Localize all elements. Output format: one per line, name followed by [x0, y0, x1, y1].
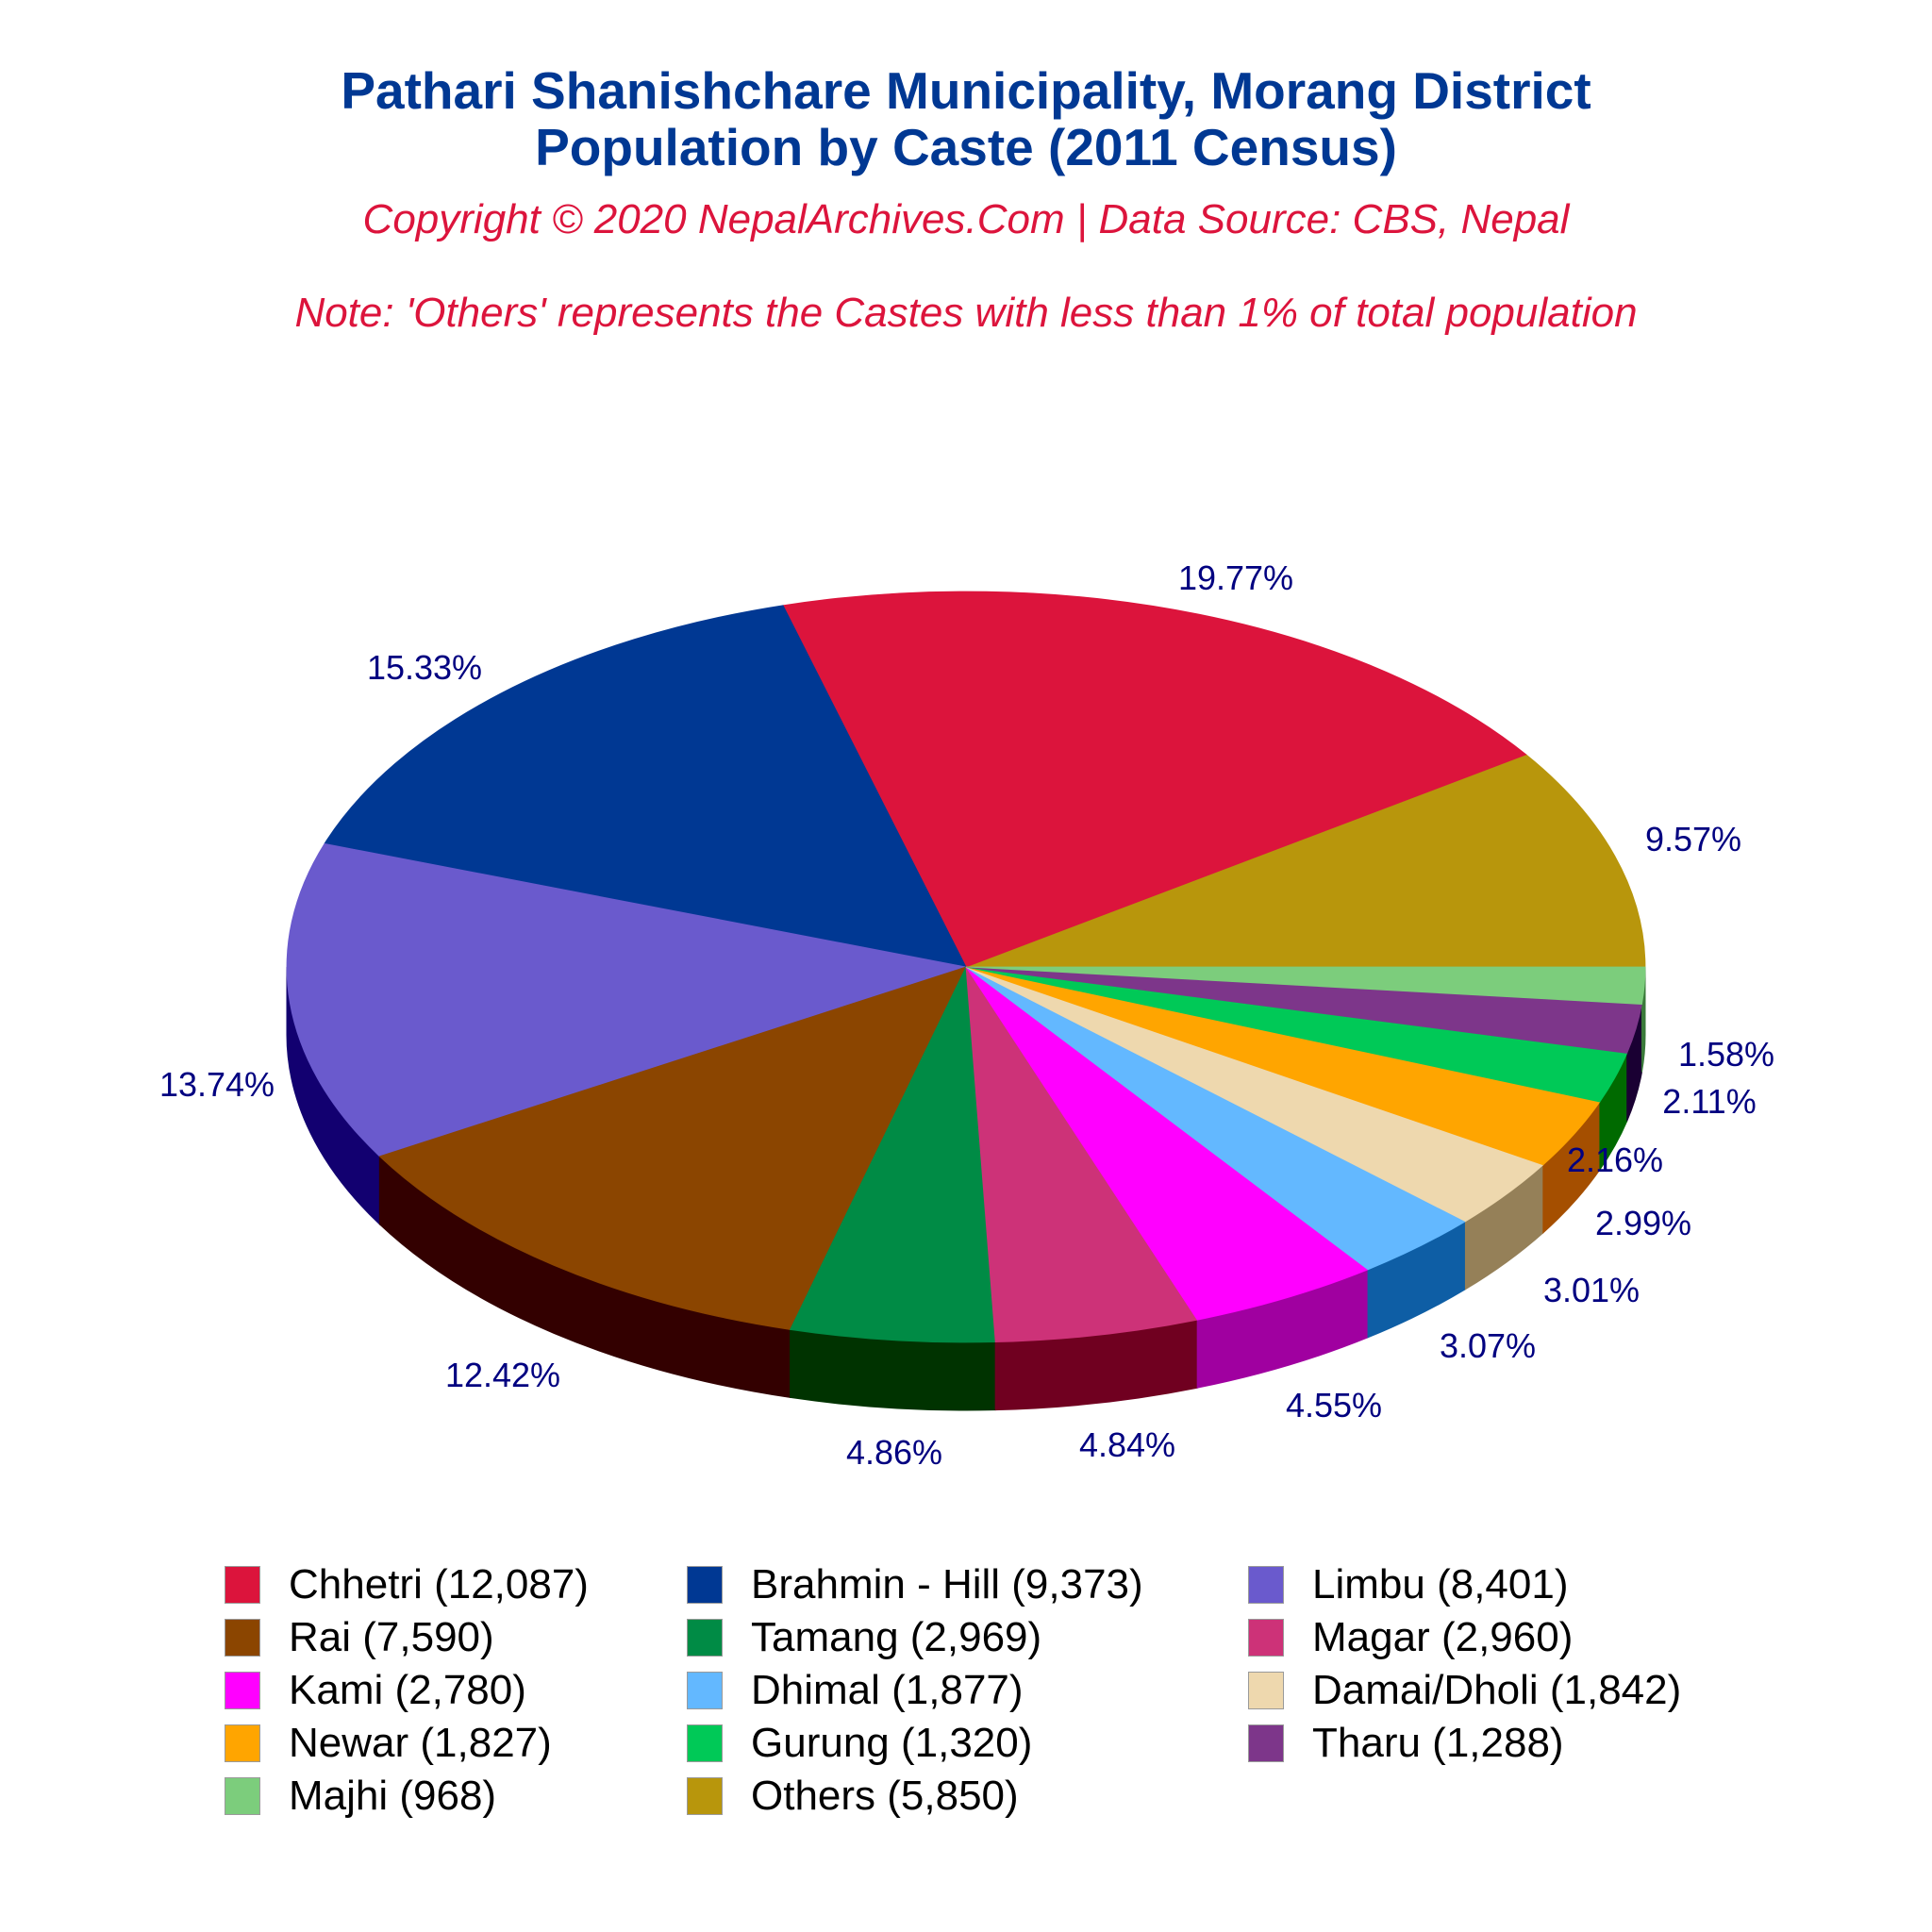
pie-slice-others [965, 754, 1646, 968]
legend-label: Rai (7,590) [289, 1614, 494, 1660]
legend-item: Damai/Dholi (1,842) [1248, 1664, 1681, 1717]
percentage-label: 4.86% [845, 1433, 943, 1472]
pie-slice-tamang [789, 965, 996, 1343]
legend-label: Others (5,850) [751, 1773, 1019, 1819]
legend-swatch-icon [687, 1566, 723, 1604]
pie-slice-rai [378, 966, 967, 1330]
legend-label: Brahmin - Hill (9,373) [751, 1561, 1143, 1607]
percentage-label: 12.42% [444, 1356, 561, 1394]
percentage-label: 3.01% [1542, 1271, 1641, 1309]
legend-item: Brahmin - Hill (9,373) [687, 1558, 1143, 1611]
legend-swatch-icon [687, 1777, 723, 1815]
percentage-label: 2.11% [1662, 1082, 1757, 1121]
legend-label: Chhetri (12,087) [289, 1561, 589, 1607]
legend-item: Others (5,850) [687, 1770, 1019, 1823]
legend-label: Tharu (1,288) [1312, 1720, 1564, 1766]
pie-slice-limbu [286, 842, 967, 1158]
percentage-label: 9.57% [1644, 820, 1742, 858]
legend-item: Newar (1,827) [225, 1717, 552, 1770]
legend-item: Tharu (1,288) [1248, 1717, 1564, 1770]
chart-title-line1: Pathari Shanishchare Municipality, Moran… [341, 61, 1591, 120]
pie-slice-majhi [965, 966, 1646, 1005]
legend-label: Magar (2,960) [1312, 1614, 1574, 1660]
legend-swatch-icon [1248, 1566, 1284, 1604]
chart-title-line2: Population by Caste (2011 Census) [535, 118, 1397, 176]
legend-swatch-icon [225, 1672, 260, 1709]
legend-item: Tamang (2,969) [687, 1611, 1041, 1664]
pie-slice-kami [965, 966, 1369, 1321]
legend-swatch-icon [225, 1619, 260, 1657]
pie-slice-chhetri [782, 591, 1527, 968]
percentage-label: 3.07% [1439, 1326, 1537, 1365]
note-text: Note: 'Others' represents the Castes wit… [294, 290, 1638, 336]
legend-item: Rai (7,590) [225, 1611, 494, 1664]
pie-top-faces [286, 591, 1646, 1343]
legend-item: Gurung (1,320) [687, 1717, 1032, 1770]
pie-slice-magar [965, 966, 1198, 1343]
legend-label: Kami (2,780) [289, 1667, 526, 1713]
legend-swatch-icon [687, 1619, 723, 1657]
legend-item: Chhetri (12,087) [225, 1558, 589, 1611]
percentage-label: 1.58% [1677, 1035, 1775, 1074]
pie-slice-brahmin-hill [324, 605, 967, 968]
legend-swatch-icon [225, 1566, 260, 1604]
legend-label: Tamang (2,969) [751, 1614, 1042, 1660]
legend-swatch-icon [687, 1672, 723, 1709]
legend-swatch-icon [1248, 1724, 1284, 1762]
percentage-label: 15.33% [366, 648, 483, 687]
legend-swatch-icon [1248, 1619, 1284, 1657]
percentage-label: 4.84% [1078, 1425, 1176, 1464]
legend-label: Limbu (8,401) [1312, 1561, 1569, 1607]
legend-item: Dhimal (1,877) [687, 1664, 1024, 1717]
legend-swatch-icon [225, 1724, 260, 1762]
percentage-label: 19.77% [1177, 558, 1294, 597]
legend-item: Magar (2,960) [1248, 1611, 1573, 1664]
legend-swatch-icon [1248, 1672, 1284, 1709]
percentage-label: 13.74% [158, 1065, 275, 1104]
legend-label: Gurung (1,320) [751, 1720, 1033, 1766]
legend-label: Dhimal (1,877) [751, 1667, 1024, 1713]
percentage-label: 2.99% [1594, 1204, 1692, 1242]
copyright-text: Copyright © 2020 NepalArchives.Com | Dat… [362, 196, 1570, 242]
legend-label: Damai/Dholi (1,842) [1312, 1667, 1682, 1713]
legend-swatch-icon [687, 1724, 723, 1762]
legend-item: Limbu (8,401) [1248, 1558, 1568, 1611]
legend-item: Majhi (968) [225, 1770, 496, 1823]
percentage-label: 2.16% [1566, 1141, 1664, 1179]
percentage-label: 4.55% [1285, 1386, 1383, 1424]
legend-item: Kami (2,780) [225, 1664, 526, 1717]
legend-label: Majhi (968) [289, 1773, 497, 1819]
legend-label: Newar (1,827) [289, 1720, 552, 1766]
legend-swatch-icon [225, 1777, 260, 1815]
